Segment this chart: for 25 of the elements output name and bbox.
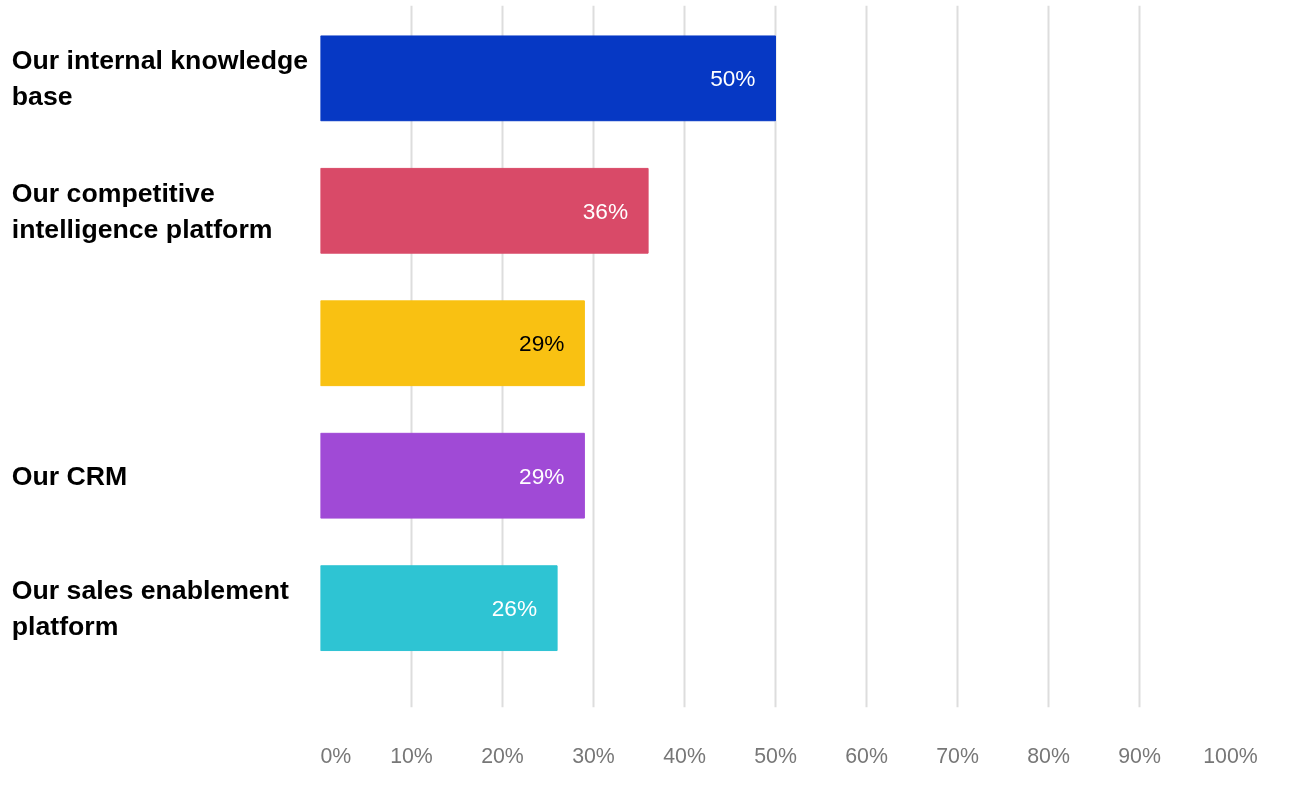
y-tick-label: Our sales enablement platform [11,575,289,642]
x-tick-label: 90% [1118,743,1161,768]
data-label: 29% [519,330,565,357]
y-tick-label: Our CRM [11,460,128,491]
bar [320,35,776,122]
x-tick-label: 30% [572,743,615,768]
y-tick-label: Our internal knowledge base [11,45,309,112]
x-tick-label: 10% [390,743,433,768]
x-tick-label: 50% [754,743,797,768]
x-tick-label: 80% [1027,743,1070,768]
x-tick-label: 60% [845,743,888,768]
data-label: 29% [519,462,565,489]
bar [320,300,585,387]
x-tick-label: 40% [663,743,706,768]
bar [320,167,649,254]
y-tick-label: Our competitive intelligence platform [11,177,273,244]
x-tick-label: 0% [320,743,352,768]
bar [320,565,558,652]
data-label: 50% [710,65,756,92]
data-label: 36% [582,197,629,224]
x-tick-label: 70% [936,743,979,768]
data-label: 26% [491,595,538,622]
x-tick-label: 100% [1203,743,1258,768]
x-tick-label: 20% [481,743,524,768]
bar [320,432,585,519]
